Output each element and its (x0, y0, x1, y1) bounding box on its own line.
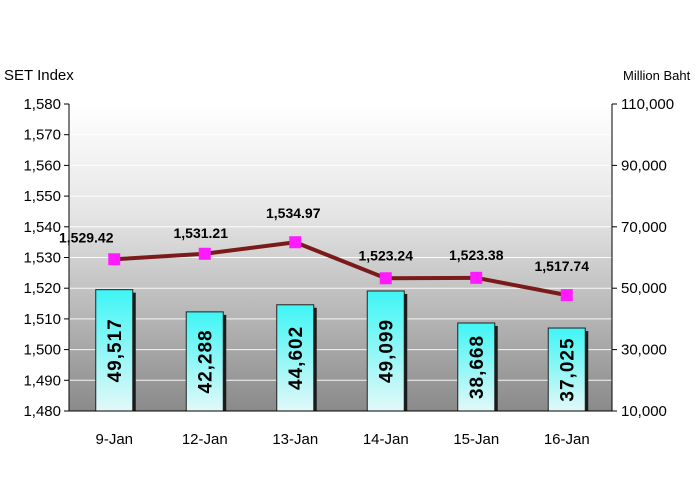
line-value-label: 1,517.74 (535, 258, 590, 274)
right-tick-label: 90,000 (621, 157, 667, 174)
line-value-label: 1,523.38 (449, 247, 504, 263)
right-tick-label: 10,000 (621, 403, 667, 420)
line-marker (379, 272, 392, 285)
left-tick-label: 1,580 (23, 96, 61, 113)
left-tick-label: 1,540 (23, 219, 61, 236)
line-marker (198, 247, 211, 260)
left-tick-label: 1,480 (23, 403, 61, 420)
left-tick-label: 1,510 (23, 311, 61, 328)
left-tick-label: 1,560 (23, 157, 61, 174)
left-tick-label: 1,520 (23, 280, 61, 297)
right-axis-ticks: 10,000 30,000 50,000 70,000 90,000 110,000 (612, 96, 674, 420)
left-tick-label: 1,500 (23, 342, 61, 359)
bar-value-label: 37,025 (558, 337, 579, 401)
bar-value-label: 42,288 (196, 329, 217, 393)
bar (95, 289, 134, 412)
bar-value-label: 49,517 (105, 318, 126, 382)
right-tick-label: 110,000 (621, 96, 674, 113)
bar-value-labels: 49,517 42,288 44,602 49,099 38,668 37,025 (105, 318, 579, 401)
bar (547, 327, 586, 412)
line-value-label: 1,529.42 (59, 229, 114, 245)
gridlines (69, 103, 612, 412)
line-path (114, 240, 568, 298)
x-tick-label: 14-Jan (363, 431, 409, 448)
bar-value-label: 49,099 (377, 319, 398, 383)
bar-value-label: 44,602 (286, 326, 307, 390)
line-marker (560, 289, 573, 302)
left-axis-ticks: 1,480 1,490 1,500 1,510 1,520 1,530 1,540 1,550… (23, 96, 69, 420)
right-tick-label: 30,000 (621, 342, 667, 359)
line-marker (470, 271, 483, 284)
left-tick-label: 1,550 (23, 188, 61, 205)
right-tick-label: 70,000 (621, 219, 667, 236)
left-tick-label: 1,490 (23, 372, 61, 389)
line-value-labels: 1,529.42 1,531.21 1,534.97 1,523.24 1,523.38… (59, 205, 589, 274)
x-tick-label: 16-Jan (544, 431, 590, 448)
bar (185, 311, 224, 412)
x-axis-ticks: 9-Jan 12-Jan 13-Jan 14-Jan 15-Jan 16-Jan (95, 431, 589, 448)
bar-value-label: 38,668 (467, 335, 488, 399)
bar (276, 304, 315, 412)
line-value-label: 1,523.24 (359, 247, 414, 263)
x-tick-label: 13-Jan (272, 431, 318, 448)
x-tick-label: 9-Jan (95, 431, 133, 448)
left-axis-title: SET Index (4, 67, 74, 84)
left-tick-label: 1,530 (23, 250, 61, 267)
line-value-label: 1,531.21 (174, 225, 229, 241)
x-tick-label: 12-Jan (182, 431, 228, 448)
left-tick-label: 1,570 (23, 127, 61, 144)
line-marker (108, 253, 121, 266)
right-axis-title: Million Baht (623, 68, 691, 83)
x-tick-label: 15-Jan (453, 431, 499, 448)
line-value-label: 1,534.97 (266, 205, 321, 221)
line-marker (289, 236, 302, 249)
bar-series (95, 289, 589, 412)
bar (366, 290, 405, 412)
right-tick-label: 50,000 (621, 280, 667, 297)
line-series (108, 236, 573, 302)
